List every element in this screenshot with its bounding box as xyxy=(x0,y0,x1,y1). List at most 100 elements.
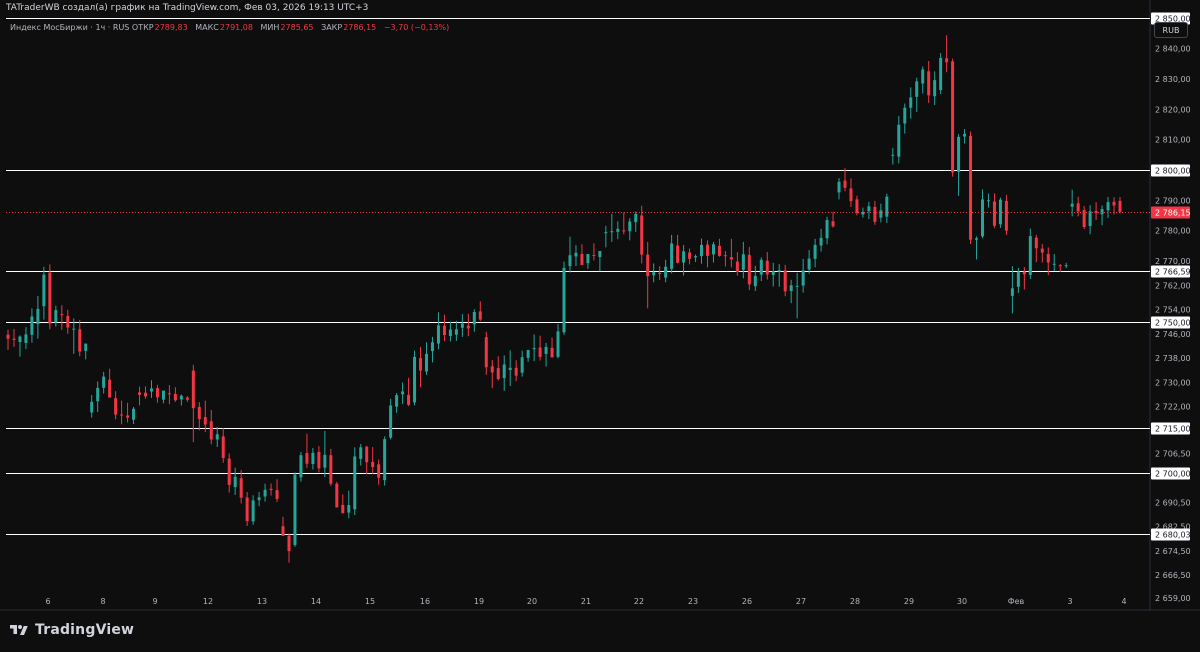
candle-body xyxy=(568,255,572,267)
time-tick-label: 19 xyxy=(474,597,484,606)
candle-body xyxy=(729,257,733,260)
currency-button[interactable]: RUB xyxy=(1154,22,1188,38)
candle xyxy=(460,314,464,337)
candle-body xyxy=(90,401,94,413)
candle-body xyxy=(795,285,799,287)
level-price-box xyxy=(1151,528,1190,541)
candle-body xyxy=(664,266,668,278)
candle-body xyxy=(969,135,973,240)
level-price-box xyxy=(1151,12,1190,25)
candle xyxy=(430,336,434,363)
candle xyxy=(478,301,482,322)
candle-body xyxy=(502,364,506,379)
candle-body xyxy=(867,206,871,212)
candle xyxy=(975,236,979,260)
candle xyxy=(36,295,40,339)
candle xyxy=(263,483,267,502)
candle-body xyxy=(389,405,393,438)
candle-body xyxy=(1034,237,1038,249)
candle xyxy=(1040,244,1044,263)
candle-body xyxy=(986,200,990,202)
level-price-label: 2 700,00 xyxy=(1155,470,1191,479)
symbol-name[interactable]: Индекс МосБиржи · 1ч · RUS xyxy=(10,23,130,32)
candle xyxy=(359,443,363,466)
candle-body xyxy=(670,243,674,269)
candle xyxy=(705,240,709,268)
level-price-box xyxy=(1151,316,1190,329)
candle xyxy=(688,248,692,265)
candle-body xyxy=(460,323,464,328)
candle xyxy=(1088,205,1092,235)
candle xyxy=(568,236,572,273)
candle xyxy=(233,467,237,495)
candle xyxy=(377,459,381,485)
candle xyxy=(741,241,745,279)
candle xyxy=(365,445,369,475)
candle xyxy=(484,331,488,375)
candle xyxy=(831,211,835,228)
candle xyxy=(185,396,189,402)
candle xyxy=(933,71,937,106)
candle-body xyxy=(771,271,775,275)
candle xyxy=(144,386,148,399)
candle-body xyxy=(634,213,638,223)
candle-body xyxy=(1100,209,1104,215)
tradingview-logo[interactable]: TradingView xyxy=(8,622,134,638)
time-tick-label: 14 xyxy=(311,597,321,606)
candle-body xyxy=(149,388,153,392)
candle-body xyxy=(484,337,488,368)
candle-body xyxy=(167,393,171,395)
price-tick-label: 2 762,00 xyxy=(1155,281,1191,290)
candle-body xyxy=(652,272,656,276)
candle xyxy=(341,494,345,514)
candle xyxy=(221,428,225,463)
price-axis[interactable]: 2 840,00 2 830,00 2 820,00 2 810,00 2 790,00… xyxy=(1155,45,1191,603)
candle xyxy=(6,329,10,350)
candle xyxy=(335,481,339,508)
time-axis[interactable]: 6 8 9 12 13 14 15 16 19 20 21 22 23 26 27 28 29 30 Фев 3 4 xyxy=(45,597,1126,606)
candle xyxy=(700,238,704,264)
time-tick-label: 22 xyxy=(634,597,644,606)
price-tick-label: 2 790,00 xyxy=(1155,196,1191,205)
candle-body xyxy=(538,347,542,357)
candle xyxy=(1016,267,1020,293)
candle-body xyxy=(963,133,967,137)
candle xyxy=(765,251,769,280)
chart-header-text: TATraderWB создал(а) график на TradingVi… xyxy=(6,3,369,13)
time-tick-label: 26 xyxy=(742,597,752,606)
candle xyxy=(891,148,895,165)
candle xyxy=(132,406,136,424)
candle xyxy=(580,244,584,266)
candle xyxy=(239,470,243,504)
candle-body xyxy=(658,272,662,275)
candle xyxy=(729,238,733,268)
candle xyxy=(197,402,201,431)
candle xyxy=(604,225,608,248)
time-tick-label: 13 xyxy=(257,597,267,606)
candle xyxy=(1052,254,1056,272)
candle-body xyxy=(12,338,16,340)
candle-body xyxy=(1016,271,1020,287)
candle-body xyxy=(179,395,183,400)
candle xyxy=(1034,234,1038,263)
candle xyxy=(867,201,871,220)
candle xyxy=(957,134,961,196)
candle-body xyxy=(741,254,745,270)
candle-body xyxy=(18,336,22,343)
candle-body xyxy=(108,379,112,398)
candle xyxy=(323,430,327,478)
time-tick-label: 15 xyxy=(365,597,375,606)
candle-body xyxy=(783,270,787,292)
candle-body xyxy=(843,180,847,188)
candle-body xyxy=(377,464,381,478)
candle xyxy=(538,335,542,361)
candle xyxy=(149,380,153,398)
candle xyxy=(849,178,853,207)
candle-body xyxy=(819,237,823,246)
candle xyxy=(783,264,787,297)
candle-body xyxy=(448,329,452,336)
candle-body xyxy=(879,210,883,218)
time-tick-label: 20 xyxy=(527,597,537,606)
candle-body xyxy=(628,221,632,232)
